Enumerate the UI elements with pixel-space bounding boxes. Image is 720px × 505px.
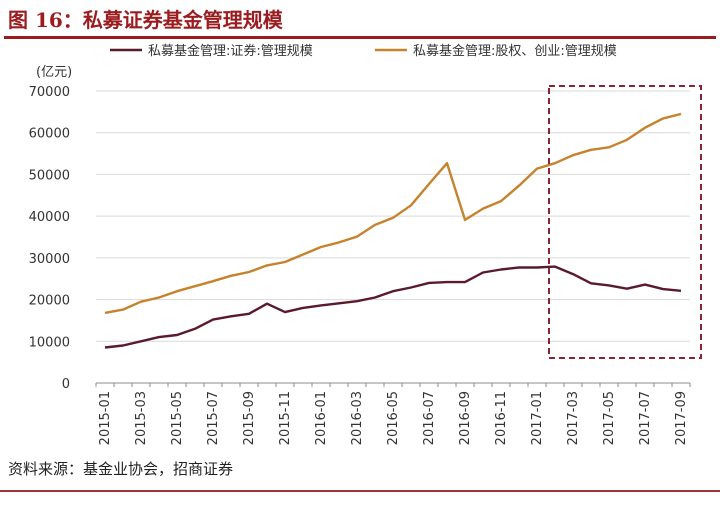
title-rule	[4, 36, 716, 39]
highlight-region	[548, 85, 702, 359]
x-tick-label: 2015-07	[206, 391, 221, 445]
x-tick-label: 2017-09	[674, 391, 689, 445]
x-tick-label: 2015-03	[134, 391, 149, 445]
x-tick-label: 2016-11	[494, 391, 509, 445]
y-tick-label: 70000	[29, 85, 70, 100]
x-tick-label: 2016-03	[350, 391, 365, 445]
y-tick-label: 60000	[29, 127, 70, 142]
x-tick-label: 2017-07	[638, 391, 653, 445]
grid-lines	[95, 90, 691, 387]
x-tick-label: 2015-01	[98, 391, 113, 445]
y-unit-label: (亿元)	[36, 65, 72, 80]
x-tick-label: 2016-07	[422, 391, 437, 445]
y-tick-label: 40000	[29, 210, 70, 225]
x-tick-label: 2016-09	[458, 391, 473, 445]
series-lines	[104, 112, 682, 349]
y-tick-label: 30000	[29, 252, 70, 267]
y-tick-label: 50000	[29, 168, 70, 183]
x-tick-label: 2017-03	[566, 391, 581, 445]
y-tick-label: 0	[62, 377, 70, 392]
bottom-rule	[0, 490, 720, 492]
x-tick-label: 2017-05	[602, 391, 617, 445]
source-note: 资料来源：基金业协会，招商证券	[8, 460, 234, 478]
x-tick-label: 2016-05	[386, 391, 401, 445]
y-tick-label: 10000	[29, 335, 70, 350]
legend-label-2: 私募基金管理:股权、创业:管理规模	[413, 43, 617, 59]
y-tick-labels: 0 10000 20000 30000 40000 50000 60000 70000	[29, 85, 70, 392]
x-tick-label: 2017-01	[530, 391, 545, 445]
highlight-box	[548, 85, 702, 359]
series-line-1	[104, 265, 682, 349]
x-tick-label: 2015-11	[278, 391, 293, 445]
x-tick-label: 2016-01	[314, 391, 329, 445]
legend-label-1: 私募基金管理:证券:管理规模	[148, 43, 313, 59]
figure-title: 图 16：私募证券基金管理规模	[8, 8, 283, 32]
y-tick-label: 20000	[29, 294, 70, 309]
x-tick-labels: 2015-01 2015-03 2015-05 2015-07 2015-09 2015-…	[98, 391, 689, 445]
x-tick-label: 2015-05	[170, 391, 185, 445]
x-tick-label: 2015-09	[242, 391, 257, 445]
legend: 私募基金管理:证券:管理规模 私募基金管理:股权、创业:管理规模	[110, 43, 617, 59]
series-line-2	[104, 112, 682, 315]
